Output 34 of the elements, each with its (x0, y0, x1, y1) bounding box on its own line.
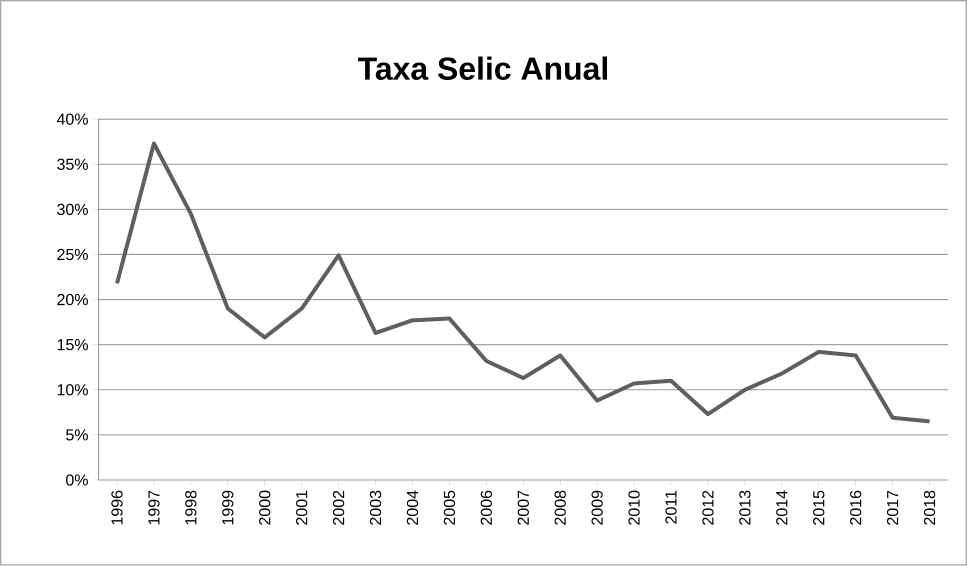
line-series (115, 142, 932, 424)
x-tick-label: 2011 (665, 491, 677, 524)
y-tick-label: 0% (66, 474, 88, 486)
x-tick-label: 1996 (111, 490, 123, 525)
x-tick-label: 2005 (444, 490, 456, 525)
y-tick-label: 20% (57, 294, 88, 306)
x-tick-label: 2000 (259, 490, 270, 525)
x-tick-label: 2014 (776, 490, 788, 525)
x-tick-label: 2012 (702, 491, 714, 525)
y-tick-label: 15% (58, 339, 88, 351)
x-tick-label: 2002 (332, 491, 344, 525)
x-tick-label: 2009 (591, 491, 603, 525)
x-tick-label: 2003 (370, 490, 382, 525)
x-tick-label: 1997 (148, 491, 160, 525)
y-tick-label: 5% (66, 429, 88, 441)
y-tick-label: 40% (56, 114, 88, 126)
x-tick-label: 2013 (739, 490, 751, 525)
y-tick-label: 25% (57, 249, 88, 260)
x-tick-label: 2001 (296, 491, 308, 525)
y-tick-label: 35% (57, 158, 88, 170)
x-tick-label: 2018 (924, 490, 936, 525)
x-tick-label: 2016 (850, 490, 862, 525)
x-tick-label: 2010 (628, 490, 640, 525)
y-tick-label: 30% (57, 204, 88, 216)
x-tick-label: 2008 (554, 490, 566, 525)
x-tick-label: 2007 (518, 491, 529, 525)
x-tick-label: 2006 (480, 490, 492, 525)
x-tick-label: 2004 (406, 490, 418, 525)
chart-title: Taxa Selic Anual (358, 56, 607, 80)
y-tick-label: 10% (58, 384, 88, 396)
x-tick-label: 1998 (185, 490, 197, 525)
x-tick-label: 1999 (222, 491, 234, 525)
x-tick-label: 2015 (813, 490, 824, 525)
x-tick-label: 2017 (886, 491, 898, 525)
